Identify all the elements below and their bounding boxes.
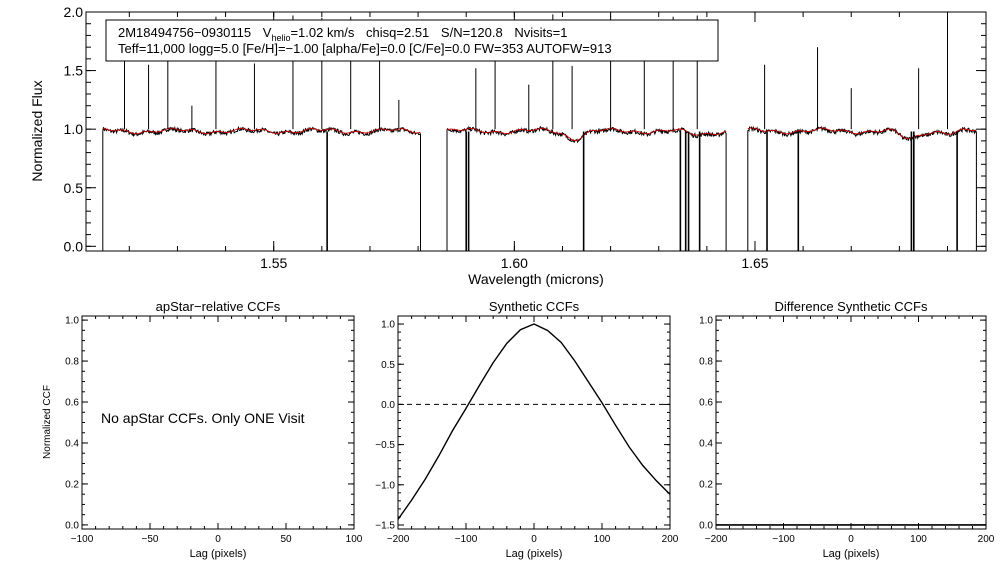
y-tick-label: 1.0 xyxy=(65,316,79,327)
observed-spectrum-segment xyxy=(102,125,421,251)
y-tick-label: 1.0 xyxy=(381,320,395,331)
y-tick-label: 0.0 xyxy=(381,400,395,411)
y-tick-label: 0.6 xyxy=(65,398,79,409)
y-tick-label: 0.0 xyxy=(65,521,79,532)
x-tick-label: 0 xyxy=(848,534,854,545)
apstar-ccf-panel: apStar−relative CCFs −100 −50 0 50 100 0.0 0.2… xyxy=(42,299,363,560)
synthetic-ccf-frame xyxy=(397,315,671,530)
difference-ccf-panel: Difference Synthetic CCFs −200 −100 0 100 20… xyxy=(699,299,995,560)
x-tick-label: 1.55 xyxy=(260,255,287,271)
y-tick-label: 0.0 xyxy=(64,238,84,254)
star-id: 2M18494756−0930115 xyxy=(118,25,251,40)
apstar-ccf-xlabel: Lag (pixels) xyxy=(190,548,247,560)
y-tick-label: −0.5 xyxy=(375,440,395,451)
x-tick-label: 200 xyxy=(662,534,679,545)
y-tick-label: 0.8 xyxy=(699,357,713,368)
vhelio-symbol: V xyxy=(263,25,272,40)
y-tick-label: 1.5 xyxy=(64,63,84,79)
difference-ccf-xlabel: Lag (pixels) xyxy=(823,548,880,560)
y-tick-label: 1.0 xyxy=(699,316,713,327)
model-spectrum-segment xyxy=(446,127,727,142)
y-tick-label: 0.8 xyxy=(65,357,79,368)
x-tick-label: −200 xyxy=(387,534,410,545)
x-tick-label: 1.60 xyxy=(501,255,528,271)
nvisits-value: Nvisits=1 xyxy=(514,25,567,40)
x-tick-label: 100 xyxy=(346,534,363,545)
x-tick-label: −50 xyxy=(142,534,159,545)
vhelio-value: =1.02 km/s xyxy=(290,25,354,40)
y-tick-label: 0.4 xyxy=(699,439,713,450)
spectrum-ylabel: Normalized Flux xyxy=(29,80,45,181)
x-tick-label: 50 xyxy=(280,534,292,545)
y-tick-label: −1.0 xyxy=(375,480,395,491)
synthetic-ccf-panel: Synthetic CCFs −200 −100 0 100 200 −1.5 −1.0 −0… xyxy=(375,299,679,560)
y-tick-label: 0.2 xyxy=(699,480,713,491)
y-tick-label: 0.5 xyxy=(381,360,395,371)
vhelio-subscript: helio xyxy=(271,33,290,43)
difference-ccf-title: Difference Synthetic CCFs xyxy=(775,299,928,314)
spectrum-plot-frame xyxy=(85,11,987,252)
observed-spectrum-segment xyxy=(446,125,727,251)
info-line-1: 2M18494756−0930115 Vhelio=1.02 km/s chis… xyxy=(118,25,567,43)
model-spectrum-segment xyxy=(102,127,421,135)
y-tick-label: 0.0 xyxy=(699,521,713,532)
y-tick-label: −1.5 xyxy=(375,521,395,532)
ccf-ylabel: Normalized CCF xyxy=(42,385,53,459)
synthetic-ccf-xlabel: Lag (pixels) xyxy=(506,548,563,560)
y-tick-label: 0.5 xyxy=(64,180,84,196)
y-tick-label: 1.0 xyxy=(64,121,84,137)
x-tick-label: 100 xyxy=(594,534,611,545)
x-tick-label: −100 xyxy=(455,534,478,545)
y-tick-label: 0.4 xyxy=(65,439,79,450)
spectrum-panel: 1.55 1.60 1.65 0.0 0.5 1.0 1.5 2.0 2M18494756−0… xyxy=(29,4,987,287)
x-tick-label: 100 xyxy=(910,534,927,545)
x-tick-label: 1.65 xyxy=(741,255,768,271)
synthetic-ccf-line xyxy=(397,323,671,520)
x-tick-label: 0 xyxy=(215,534,221,545)
model-spectrum-segment xyxy=(747,127,977,139)
snr-value: S/N=120.8 xyxy=(441,25,503,40)
observed-spectrum-segment xyxy=(747,125,977,251)
difference-ccf-frame xyxy=(715,315,987,530)
x-tick-label: −100 xyxy=(71,534,94,545)
synthetic-ccf-title: Synthetic CCFs xyxy=(489,299,580,314)
x-tick-label: 0 xyxy=(531,534,537,545)
x-tick-label: −200 xyxy=(705,534,728,545)
x-tick-label: −100 xyxy=(772,534,795,545)
info-line-2: Teff=11,000 logg=5.0 [Fe/H]=−1.00 [alpha… xyxy=(118,41,612,56)
no-ccf-message: No apStar CCFs. Only ONE Visit xyxy=(101,410,305,426)
y-tick-label: 0.6 xyxy=(699,398,713,409)
spectrum-xlabel: Wavelength (microns) xyxy=(468,271,604,287)
x-tick-label: 200 xyxy=(978,534,995,545)
y-tick-label: 2.0 xyxy=(64,4,84,20)
y-tick-label: 0.2 xyxy=(65,480,79,491)
info-box xyxy=(105,19,719,62)
chisq-value: chisq=2.51 xyxy=(366,25,429,40)
apstar-ccf-title: apStar−relative CCFs xyxy=(156,299,281,314)
